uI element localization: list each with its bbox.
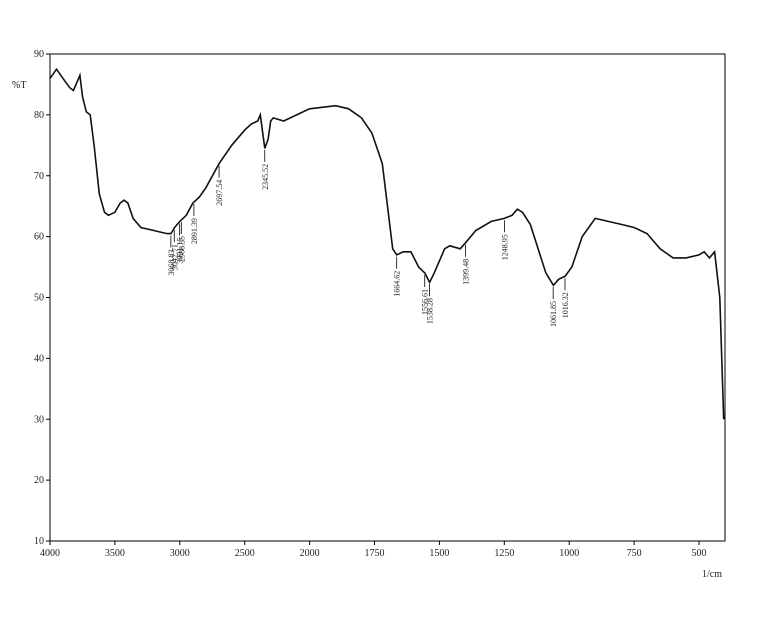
y-tick-label: 90 xyxy=(34,49,44,60)
peak-label: 2345.52 xyxy=(261,164,270,190)
peak-label: 1016.32 xyxy=(561,292,570,318)
x-tick-label: 4000 xyxy=(40,548,60,559)
peak-label: 1664.62 xyxy=(393,271,402,297)
y-tick-label: 10 xyxy=(34,536,44,547)
x-tick-label: 500 xyxy=(692,548,707,559)
peak-label: 2988.35 xyxy=(177,236,186,262)
x-tick-label: 1500 xyxy=(429,548,449,559)
y-tick-label: 30 xyxy=(34,414,44,425)
peak-label: 1061.85 xyxy=(549,301,558,327)
peak-label: 1248.95 xyxy=(501,234,510,260)
x-tick-label: 2000 xyxy=(300,548,320,559)
y-axis-label: %T xyxy=(12,80,26,91)
y-tick-label: 40 xyxy=(34,353,44,364)
x-tick-label: 3500 xyxy=(105,548,125,559)
peak-label: 2891.39 xyxy=(190,218,199,244)
peak-label: 2697.54 xyxy=(215,180,224,206)
x-tick-label: 750 xyxy=(627,548,642,559)
peak-label: 3042.71 xyxy=(170,244,179,270)
x-tick-label: 2500 xyxy=(235,548,255,559)
y-tick-label: 70 xyxy=(34,171,44,182)
x-tick-label: 1000 xyxy=(559,548,579,559)
y-tick-label: 60 xyxy=(34,232,44,243)
peak-label: 3068.83 xyxy=(167,250,176,276)
x-tick-label: 3000 xyxy=(170,548,190,559)
plot-frame xyxy=(49,53,726,542)
x-tick-label: 1250 xyxy=(494,548,514,559)
spectrum-line xyxy=(49,67,725,420)
peak-label: 1399.48 xyxy=(462,259,471,285)
peak-label: 3001.15 xyxy=(176,238,185,264)
y-tick-label: 50 xyxy=(34,293,44,304)
peak-label: 1556.61 xyxy=(421,289,430,315)
x-axis-label: 1/cm xyxy=(702,569,722,580)
y-tick-label: 80 xyxy=(34,110,44,121)
x-tick-label: 1750 xyxy=(365,548,385,559)
y-tick-label: 20 xyxy=(34,475,44,486)
peak-label: 1538.28 xyxy=(426,298,435,324)
